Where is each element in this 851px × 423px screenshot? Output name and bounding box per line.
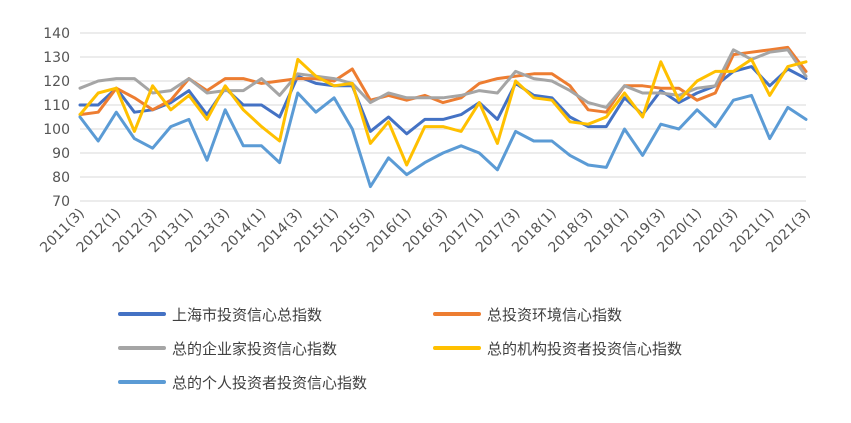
legend-entry: 总的个人投资者投资信心指数 <box>118 374 367 392</box>
y-tick-label: 80 <box>52 170 70 186</box>
series-line-4 <box>78 57 808 167</box>
y-tick-label: 70 <box>52 194 70 210</box>
legend-label: 总投资环境信心指数 <box>487 306 622 324</box>
series-layer <box>78 45 808 189</box>
grid-layer <box>80 32 806 202</box>
legend-label: 总的个人投资者投资信心指数 <box>172 374 367 392</box>
legend-label: 总的企业家投资信心指数 <box>172 340 337 358</box>
y-axis: 70 80 90 100 110 120 130 140 <box>43 26 70 210</box>
series-line-5 <box>78 91 808 189</box>
y-tick-label: 90 <box>52 146 70 162</box>
y-tick-label: 140 <box>43 26 70 42</box>
y-tick-label: 130 <box>43 50 70 66</box>
y-tick-label: 120 <box>43 74 70 90</box>
x-axis: 2011(3)2012(1)2012(3)2013(1)2013(3)2014(… <box>37 206 814 257</box>
legend-entry: 总的机构投资者投资信心指数 <box>433 340 682 358</box>
series-line-1 <box>78 65 808 136</box>
legend-entry: 总投资环境信心指数 <box>433 306 622 324</box>
legend-label: 总的机构投资者投资信心指数 <box>487 340 682 358</box>
legend-label: 上海市投资信心总指数 <box>172 306 322 324</box>
legend-entry: 总的企业家投资信心指数 <box>118 340 337 358</box>
y-tick-label: 110 <box>43 98 70 114</box>
legend-entry: 上海市投资信心总指数 <box>118 306 322 324</box>
y-tick-label: 100 <box>43 122 70 138</box>
